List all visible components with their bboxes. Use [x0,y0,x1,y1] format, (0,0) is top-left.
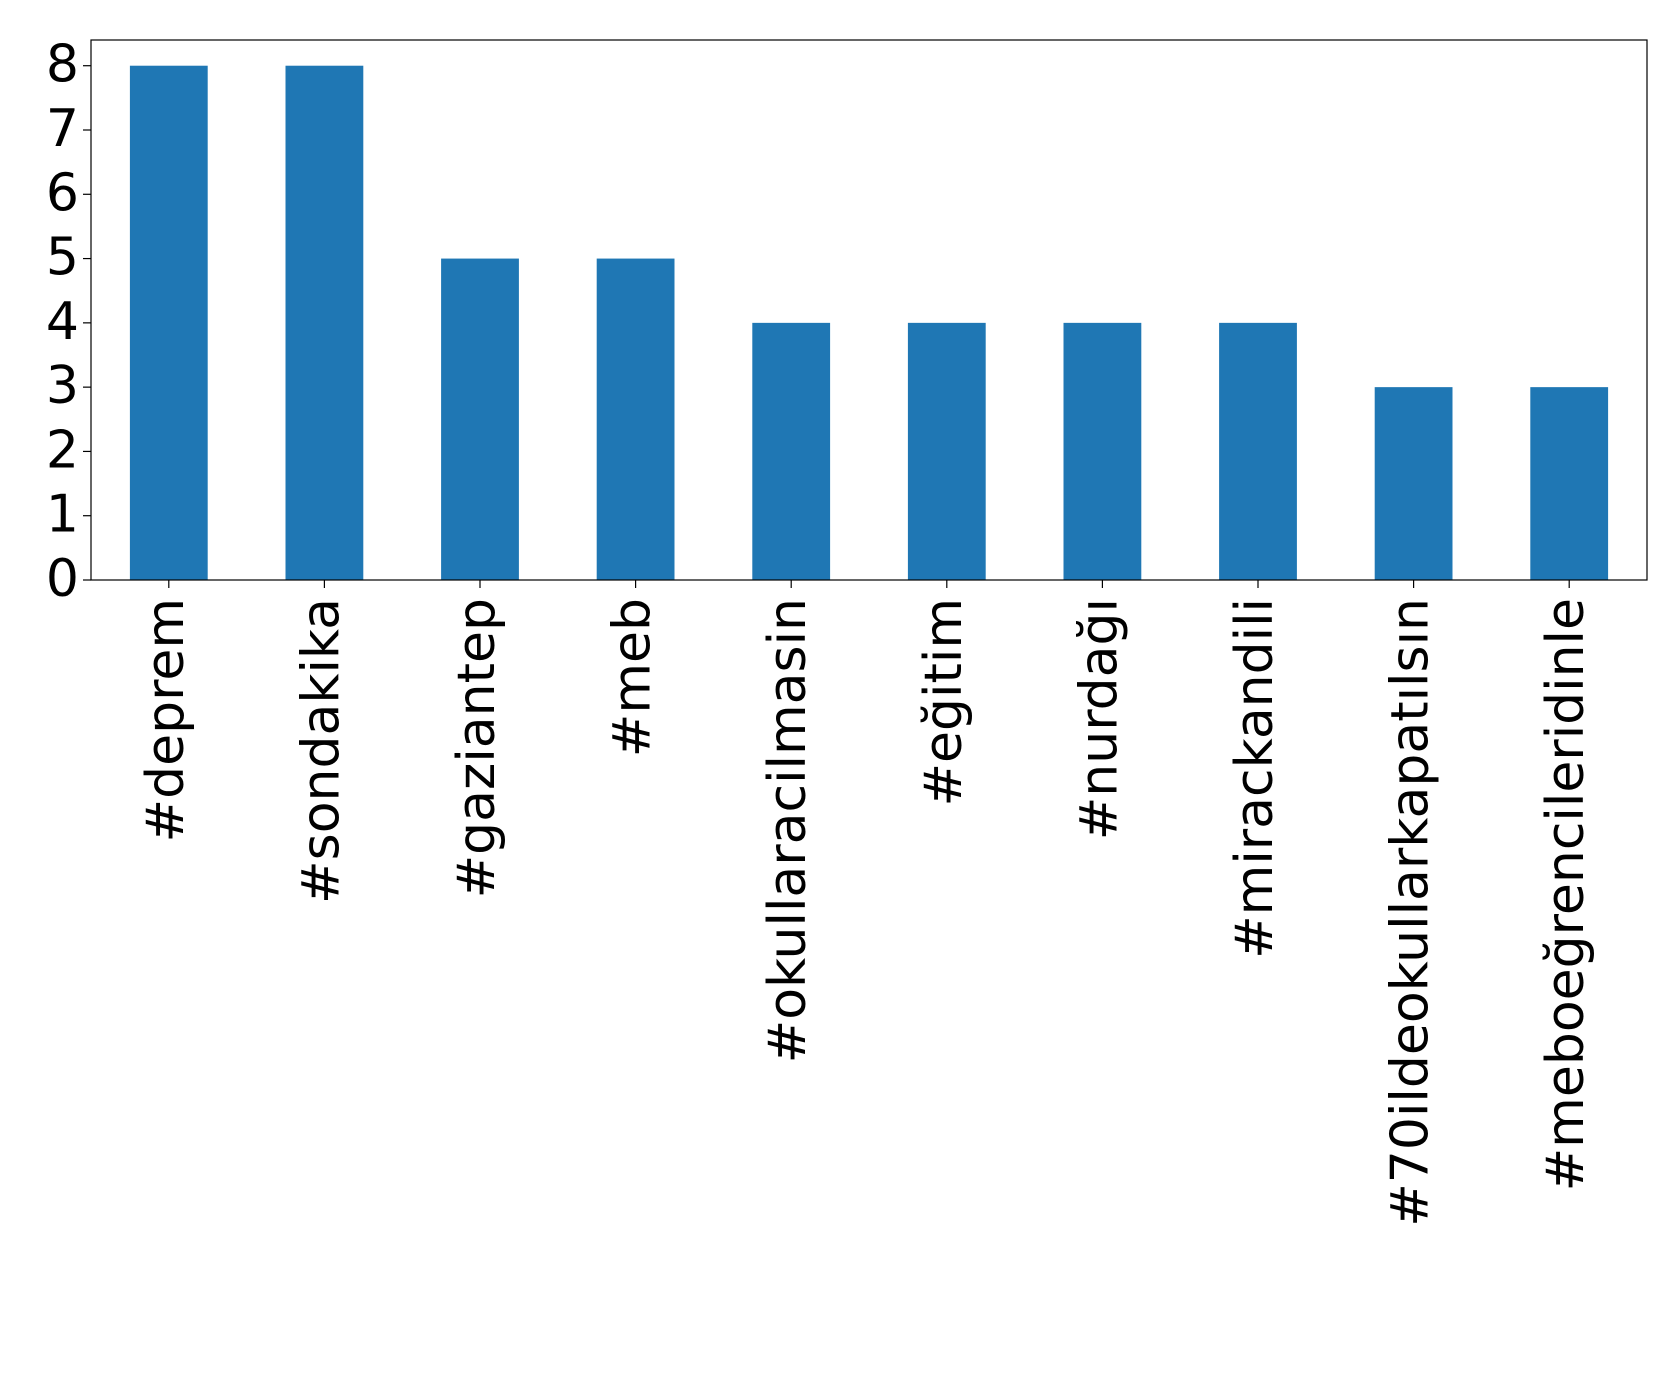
bar [1219,322,1297,580]
bar [596,258,675,580]
y-tick-label: 7 [46,99,79,159]
bar [1530,387,1609,580]
bar [285,65,364,580]
plot-frame [90,39,1648,581]
x-tick-label: #gaziantep [447,598,507,898]
y-tick-label: 8 [46,35,79,95]
y-tick-label: 6 [46,163,79,223]
y-tick-label: 3 [46,356,79,416]
y-tick-label: 2 [46,420,79,480]
bar [129,65,208,580]
y-tick-label: 0 [46,549,79,609]
y-tick-label: 1 [46,485,79,545]
x-tick-label: #sondakika [291,598,351,904]
x-tick-label: #deprem [136,598,196,842]
y-tick-label: 4 [46,292,79,352]
x-tick-label: #eğitim [914,598,974,807]
y-tick-label: 5 [46,228,79,288]
bar [1374,387,1453,580]
bar [907,322,986,580]
bar [441,258,519,580]
x-tick-label: #mirackandili [1225,598,1285,959]
bar [752,322,831,580]
x-tick-label: #70ildeokullarkapatılsın [1381,598,1441,1227]
bar [1063,322,1142,580]
x-tick-label: #meb [603,598,663,757]
x-tick-label: #nurdağı [1069,598,1129,840]
x-tick-label: #okullaracilmasin [758,598,818,1063]
x-tick-label: #meboeğrencileridinle [1536,598,1596,1191]
